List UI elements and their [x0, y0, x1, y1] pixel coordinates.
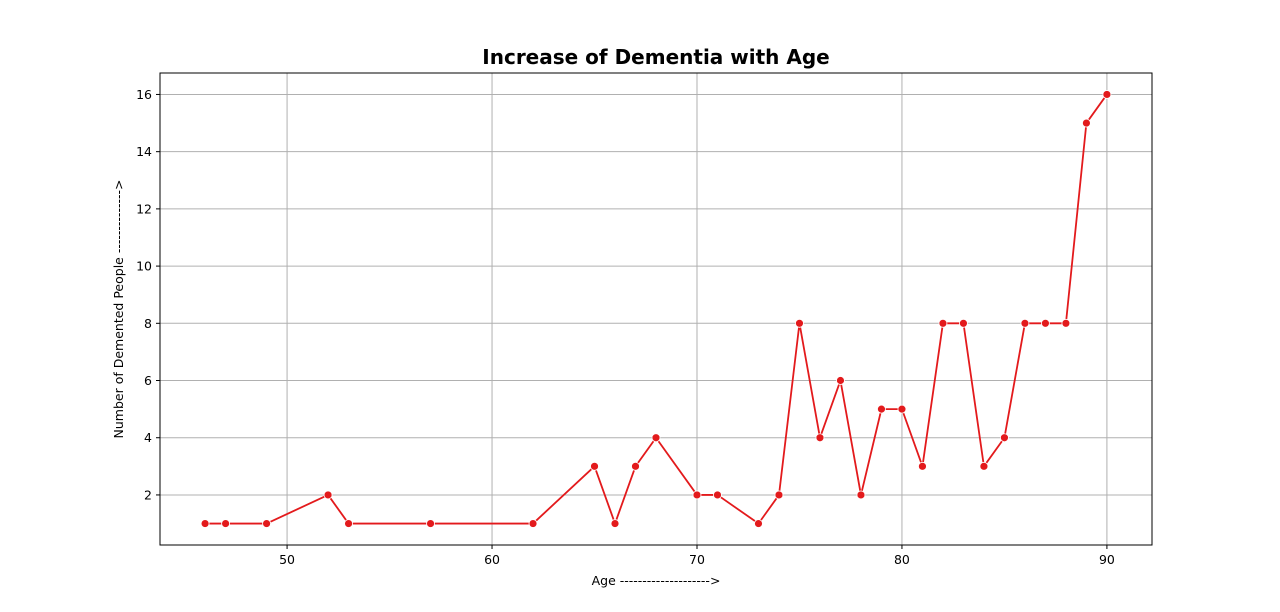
- x-tick-label: 80: [894, 552, 910, 567]
- data-point: [200, 519, 210, 528]
- data-point: [262, 519, 271, 528]
- y-axis-ticks: 2 4 6 8 10 12 14 16: [136, 87, 160, 502]
- x-axis-ticks: 50 60 70 80 90: [279, 545, 1115, 567]
- x-tick-label: 90: [1099, 552, 1115, 567]
- data-point: [221, 519, 230, 528]
- data-point: [1041, 318, 1050, 328]
- data-point: [856, 490, 866, 500]
- data-point: [651, 433, 661, 443]
- data-point: [692, 490, 702, 500]
- y-tick-label: 4: [144, 430, 152, 445]
- data-point: [938, 318, 948, 328]
- y-tick-label: 16: [136, 87, 152, 102]
- data-point: [1000, 433, 1009, 443]
- data-point: [631, 461, 640, 471]
- series-layer: [200, 90, 1112, 528]
- x-tick-label: 50: [279, 552, 295, 567]
- data-point: [1102, 90, 1112, 99]
- x-tick-label: 70: [689, 552, 705, 567]
- y-tick-label: 2: [144, 487, 152, 502]
- x-tick-label: 60: [484, 552, 500, 567]
- y-tick-label: 10: [136, 259, 152, 274]
- data-point: [323, 490, 333, 500]
- data-point: [610, 519, 620, 528]
- y-tick-label: 12: [136, 201, 152, 216]
- series-line: [205, 93, 1108, 525]
- data-point: [836, 376, 845, 385]
- data-point: [1061, 318, 1071, 328]
- x-axis-label: Age -------------------->: [592, 573, 721, 588]
- data-point: [897, 404, 907, 414]
- data-point: [815, 433, 825, 443]
- data-point: [795, 318, 804, 328]
- y-tick-label: 14: [136, 144, 152, 159]
- data-point: [918, 461, 927, 471]
- data-point: [754, 519, 763, 528]
- y-tick-label: 6: [144, 373, 152, 388]
- plot-frame: [159, 72, 1153, 546]
- chart-title: Increase of Dementia with Age: [482, 45, 829, 69]
- data-point: [979, 461, 989, 471]
- data-point: [528, 519, 538, 528]
- data-point: [959, 318, 968, 328]
- data-point: [713, 490, 722, 500]
- data-point: [590, 461, 599, 471]
- data-point: [344, 519, 353, 528]
- y-axis-label: Number of Demented People --------------…: [111, 180, 126, 439]
- data-point: [1082, 118, 1091, 128]
- data-point: [877, 404, 886, 414]
- data-point: [1020, 318, 1030, 328]
- y-tick-label: 8: [144, 316, 152, 331]
- grid: [160, 73, 1152, 545]
- data-point: [426, 519, 435, 528]
- data-point: [774, 490, 784, 500]
